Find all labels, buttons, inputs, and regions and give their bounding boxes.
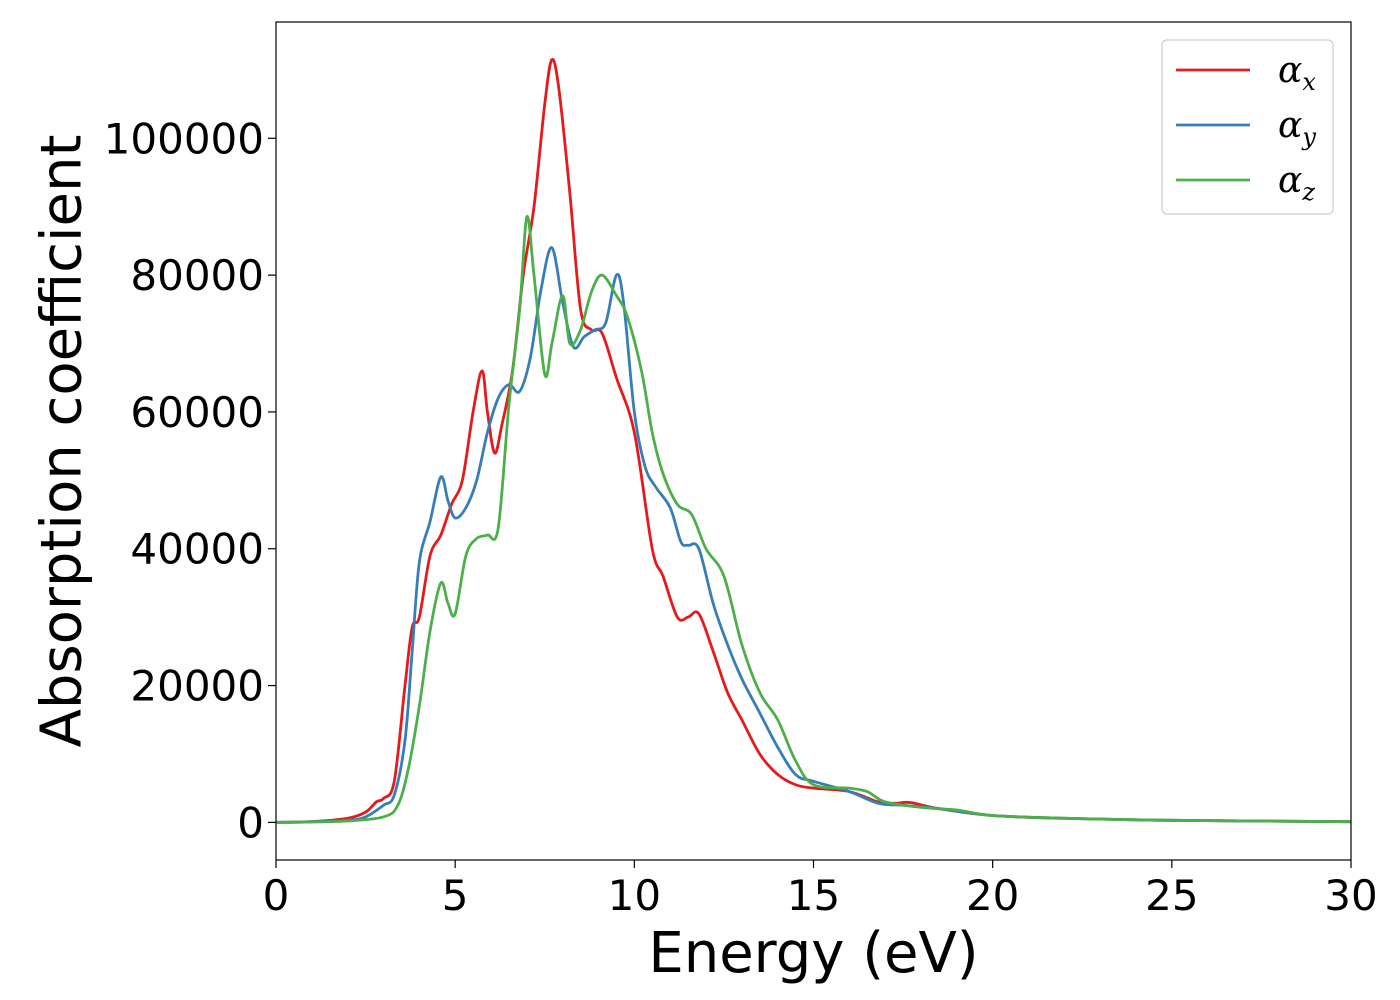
x-tick-label: 0 xyxy=(263,871,290,920)
y-tick-label: 0 xyxy=(237,798,264,847)
x-axis-label: Energy (eV) xyxy=(648,921,978,986)
series-line-y xyxy=(276,246,1351,824)
series-group xyxy=(276,57,1351,824)
legend: αx αy αz xyxy=(1161,39,1334,215)
x-tick-label: 5 xyxy=(442,871,469,920)
y-tick-label: 40000 xyxy=(130,525,264,574)
series-line-z xyxy=(276,215,1351,824)
x-tick-label: 25 xyxy=(1145,871,1198,920)
y-tick-label: 100000 xyxy=(104,114,264,163)
y-tick-label: 60000 xyxy=(130,388,264,437)
x-tick-label: 10 xyxy=(608,871,661,920)
y-axis-ticks: 0 20000 40000 60000 80000 100000 xyxy=(104,114,276,847)
legend-box xyxy=(1161,39,1334,215)
y-tick-label: 80000 xyxy=(130,251,264,300)
legend-label-y: αy xyxy=(1278,105,1316,151)
y-axis-label: Absorption coefficient xyxy=(30,135,95,748)
x-tick-label: 30 xyxy=(1324,871,1377,920)
legend-label-x: αx xyxy=(1278,50,1316,96)
y-tick-label: 20000 xyxy=(130,662,264,711)
x-tick-label: 20 xyxy=(966,871,1019,920)
x-tick-label: 15 xyxy=(787,871,840,920)
x-axis-ticks: 0 5 10 15 20 25 30 xyxy=(263,860,1378,920)
legend-label-z: αz xyxy=(1278,160,1315,206)
